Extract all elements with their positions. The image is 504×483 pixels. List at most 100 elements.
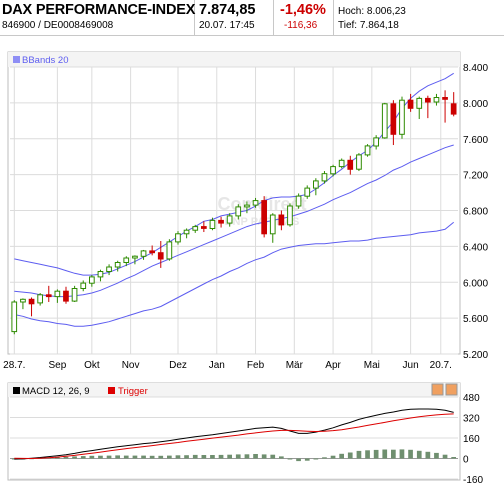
x-tick-label: 28.7. <box>3 360 25 371</box>
macd-histogram-bar <box>313 458 319 460</box>
macd-histogram-bar <box>391 449 396 459</box>
candle-up <box>269 214 276 235</box>
trigger-line <box>14 413 454 460</box>
macd-histogram-bar <box>235 454 241 459</box>
candle-up <box>106 266 112 272</box>
candle-up <box>71 288 78 302</box>
macd-histogram-bar <box>89 455 95 459</box>
macd-histogram-bar <box>141 455 146 459</box>
macd-histogram <box>11 449 456 462</box>
macd-histogram-bar <box>382 449 388 459</box>
macd-y-tick-label: -160 <box>463 475 483 483</box>
candle-up <box>89 276 95 284</box>
candle-up <box>313 180 319 189</box>
x-tick-label: Jun <box>403 360 419 371</box>
quote-header: DAX PERFORMANCE-INDEX 846900 / DE0008469… <box>0 0 504 36</box>
candle-down <box>278 214 285 226</box>
price-y-tick-label: 5.200 <box>463 350 488 361</box>
macd-histogram-bar <box>365 450 370 459</box>
macd-histogram-bar <box>339 453 344 459</box>
macd-histogram-bar <box>80 456 86 459</box>
macd-lines <box>14 408 454 460</box>
bband-lower-line <box>14 221 455 327</box>
candle-up <box>140 250 147 257</box>
candle-up <box>433 97 440 103</box>
candle-up <box>166 241 173 260</box>
candle-up <box>356 154 362 170</box>
price-y-tick-label: 7.200 <box>463 171 488 182</box>
candle-down <box>45 294 52 298</box>
price-timestamp: 20.07. 17:45 <box>199 20 255 31</box>
macd-histogram-bar <box>253 454 258 459</box>
candle-up <box>321 173 328 182</box>
trigger-legend-swatch <box>108 387 115 394</box>
macd-histogram-bar <box>72 456 77 459</box>
macd-histogram-bar <box>287 458 293 460</box>
x-tick-label: Nov <box>122 360 140 371</box>
macd-histogram-bar <box>399 449 405 459</box>
candle-down <box>442 97 448 100</box>
x-tick-label: Mär <box>286 360 304 371</box>
macd-y-tick-label: 480 <box>463 393 480 404</box>
macd-histogram-bar <box>356 450 362 459</box>
macd-histogram-bar <box>132 455 138 459</box>
price-y-tick-label: 6.400 <box>463 242 488 253</box>
price-y-tick-label: 5.600 <box>463 314 488 325</box>
change-absolute: -116,36 <box>284 20 318 31</box>
trigger-legend-label: Trigger <box>118 386 148 397</box>
candle-down <box>261 200 267 235</box>
bband-middle-line <box>14 144 454 298</box>
candle-up <box>226 215 233 224</box>
macd-expand-button[interactable] <box>431 383 444 396</box>
price-panel-label-bar <box>8 52 460 67</box>
candle-up <box>244 204 250 208</box>
candle-down <box>407 99 414 109</box>
macd-y-tick-label: 320 <box>463 414 480 425</box>
macd-histogram-bar <box>347 452 353 459</box>
candle-up <box>338 159 345 168</box>
bband-upper-line <box>14 72 454 276</box>
panel-controls <box>431 383 458 396</box>
candle-up <box>54 290 61 298</box>
day-low: Tief: 7.864,18 <box>338 20 399 31</box>
candle-up <box>381 103 388 139</box>
macd-panel-label-bar <box>8 383 460 397</box>
candle-up <box>235 206 242 217</box>
macd-histogram-bar <box>416 450 422 459</box>
price-panel <box>7 51 461 355</box>
candle-up <box>399 99 405 135</box>
x-tick-label: Apr <box>325 360 341 371</box>
candle-up <box>416 97 423 109</box>
candle-up <box>287 205 293 226</box>
x-tick-label: Dez <box>169 360 187 371</box>
macd-histogram-bar <box>227 454 232 459</box>
macd-histogram-bar <box>184 455 189 459</box>
macd-histogram-bar <box>270 454 276 459</box>
candle-up <box>364 145 371 156</box>
macd-histogram-bar <box>322 457 327 459</box>
candle-up <box>373 137 379 147</box>
candle-up <box>252 200 259 206</box>
candle-up <box>330 166 336 175</box>
macd-histogram-bar <box>192 454 198 459</box>
macd-histogram-bar <box>201 455 207 459</box>
candle-up <box>175 233 181 243</box>
macd-histogram-bar <box>408 449 413 459</box>
candle-down <box>28 298 35 305</box>
candle-down <box>201 226 207 229</box>
macd-histogram-bar <box>149 455 155 459</box>
candle-down <box>450 103 457 115</box>
candle-up <box>304 187 311 197</box>
price-y-tick-label: 8.000 <box>463 99 488 110</box>
candle-up <box>132 255 138 259</box>
price-y-tick-label: 6.800 <box>463 207 488 218</box>
candle-up <box>183 229 190 235</box>
macd-histogram-bar <box>373 449 379 459</box>
bbands-legend-swatch <box>13 56 20 63</box>
candle-up <box>97 271 104 278</box>
security-codes: 846900 / DE0008469008 <box>2 20 114 31</box>
candlestick-series <box>11 90 457 335</box>
macd-close-button[interactable] <box>445 383 458 396</box>
macd-histogram-bar <box>11 458 17 460</box>
macd-histogram-bar <box>158 455 164 459</box>
